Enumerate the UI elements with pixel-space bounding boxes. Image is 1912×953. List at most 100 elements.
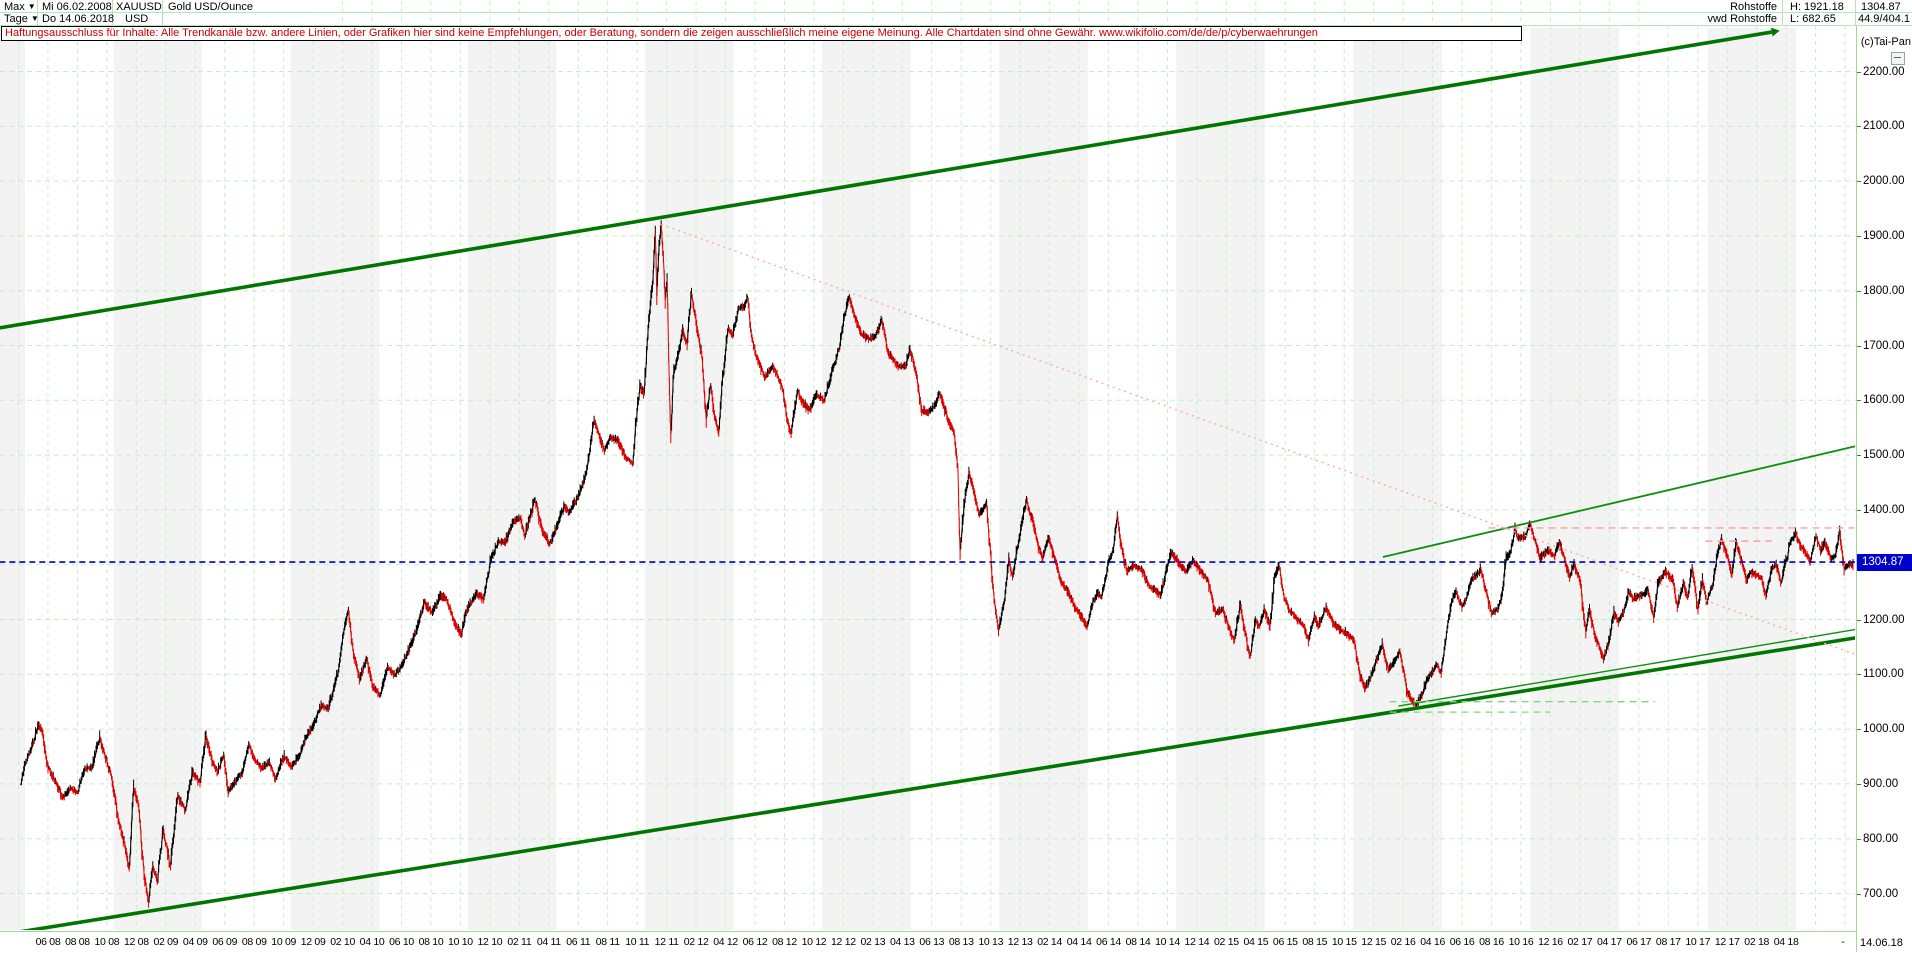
background-stripe <box>290 28 380 930</box>
price-tick-label: 1700.00 <box>1863 339 1905 352</box>
range-selector-dropdown[interactable]: Max ▼ <box>4 1 36 13</box>
price-tick-mark <box>1857 71 1861 73</box>
time-tick-label: 12 14 <box>1184 936 1210 948</box>
time-tick-label: 10 12 <box>801 936 827 948</box>
time-tick-label: 04 09 <box>182 936 208 948</box>
time-tick-label: 04 18 <box>1773 936 1799 948</box>
header-cell-border <box>162 0 163 25</box>
time-tick-label: 12 11 <box>654 936 679 948</box>
axis-end-date: 14.06.18 <box>1860 937 1903 949</box>
time-tick-label: 04 14 <box>1066 936 1092 948</box>
price-tick-mark <box>1857 126 1861 128</box>
price-tick-label: 1600.00 <box>1863 394 1905 407</box>
price-tick-label: 2100.00 <box>1863 120 1905 133</box>
time-tick-label: 02 12 <box>683 936 709 948</box>
time-tick-label: 02 16 <box>1390 936 1416 948</box>
time-tick-label: 10 14 <box>1155 936 1180 948</box>
time-tick-label: 12 13 <box>1007 936 1033 948</box>
price-tick-label: 2200.00 <box>1863 65 1905 78</box>
price-tick-mark <box>1857 783 1861 785</box>
time-tick-label: 04 16 <box>1420 936 1445 948</box>
symbol-label: XAUUSD <box>116 1 162 13</box>
source-label: vwd Rohstoffe <box>1707 13 1777 25</box>
price-tick-mark <box>1857 181 1861 183</box>
price-tick-mark <box>1857 345 1861 347</box>
price-tick-mark <box>1857 729 1861 731</box>
time-tick-label: 06 11 <box>566 936 591 948</box>
support-fan-thin-line[interactable] <box>1398 620 1912 707</box>
time-tick-label: 08 14 <box>1125 936 1151 948</box>
period-selector-dropdown[interactable]: Tage ▼ <box>4 13 39 25</box>
time-tick-label: 02 17 <box>1567 936 1593 948</box>
price-tick-mark <box>1857 619 1861 621</box>
background-stripe <box>1353 28 1442 930</box>
time-tick-label: 04 13 <box>889 936 915 948</box>
time-tick-label: 06 09 <box>212 936 238 948</box>
background-stripe <box>999 28 1088 930</box>
instrument-name: Gold USD/Ounce <box>168 1 253 13</box>
time-tick-label: 02 10 <box>330 936 355 948</box>
time-axis-panel: 06 08 08 08 10 08 12 08 02 09 04 09 06 09 08 09… <box>0 931 1856 953</box>
time-tick-label: 12 17 <box>1714 936 1740 948</box>
time-tick-label: 04 10 <box>359 936 385 948</box>
rising-support-line[interactable] <box>1382 445 1857 558</box>
decline-from-2011-peak-line[interactable] <box>660 223 1855 655</box>
time-tick-label: 12 16 <box>1538 936 1563 948</box>
low-value: L: 682.65 <box>1790 13 1836 25</box>
time-tick-label: 04 11 <box>536 936 561 948</box>
lower-channel-line[interactable] <box>0 629 1912 935</box>
group-label: Rohstoffe <box>1730 1 1777 13</box>
time-tick-label: 12 12 <box>831 936 856 948</box>
time-tick-label: 08 10 <box>418 936 444 948</box>
time-tick-label: 12 10 <box>477 936 503 948</box>
background-stripe <box>113 28 203 930</box>
time-tick-label: 08 09 <box>241 936 267 948</box>
price-tick-label: 1400.00 <box>1863 503 1905 516</box>
time-tick-label: 06 17 <box>1626 936 1652 948</box>
time-tick-label: 08 11 <box>595 936 620 948</box>
time-tick-label: 06 14 <box>1096 936 1121 948</box>
price-tick-mark <box>1857 235 1861 237</box>
price-tick-label: 800.00 <box>1863 832 1899 845</box>
price-tick-label: 1500.00 <box>1863 449 1905 462</box>
time-tick-label: 10 16 <box>1508 936 1534 948</box>
chart-header: Max ▼ Tage ▼ Mi 06.02.2008 Do 14.06.2018 X… <box>0 0 1912 26</box>
price-tick-label: 900.00 <box>1863 777 1899 790</box>
disclaimer-bar: Haftungsausschluss für Inhalte: Alle Tre… <box>1 26 1522 41</box>
time-tick-label: 10 11 <box>625 936 650 948</box>
minimize-chart-icon[interactable] <box>1891 52 1905 65</box>
price-tick-mark <box>1857 455 1861 457</box>
price-axis-panel: (c)Tai-Pan 2200.00 2100.00 2000.00 1900.00 1… <box>1856 25 1912 952</box>
date-to: Do 14.06.2018 <box>42 13 115 25</box>
time-tick-label: 02 11 <box>507 936 532 948</box>
price-tick-mark <box>1857 674 1861 676</box>
price-tick-label: 1900.00 <box>1863 229 1905 242</box>
date-from: Mi 06.02.2008 <box>42 1 112 13</box>
time-tick-label: 08 17 <box>1655 936 1681 948</box>
time-tick-label: 10 15 <box>1331 936 1357 948</box>
price-tick-mark <box>1857 290 1861 292</box>
currency-label: USD <box>125 13 149 25</box>
background-stripe <box>0 28 25 930</box>
time-tick-label: 10 13 <box>978 936 1004 948</box>
time-tick-label: 10 08 <box>94 936 120 948</box>
price-tick-label: 1200.00 <box>1863 613 1905 626</box>
stat-value: 44.9/404.1 <box>1858 13 1910 25</box>
time-tick-label: 12 09 <box>300 936 326 948</box>
copyright-label: (c)Tai-Pan <box>1860 36 1911 48</box>
time-tick-label: 12 08 <box>123 936 149 948</box>
upper-channel-line[interactable] <box>0 30 1773 330</box>
background-stripe <box>467 28 557 930</box>
time-tick-label: 06 10 <box>389 936 414 948</box>
period-selector-label: Tage <box>4 13 28 25</box>
chevron-down-icon: ▼ <box>30 14 39 23</box>
chevron-down-icon: ▼ <box>27 2 36 11</box>
header-cell-border <box>1855 0 1856 25</box>
axis-separator-dash: - <box>1841 936 1845 948</box>
price-tick-label: 1000.00 <box>1863 723 1905 736</box>
header-cell-border <box>1782 0 1783 25</box>
background-stripe <box>1176 28 1265 930</box>
last-price-badge: 1304.87 <box>1857 553 1912 571</box>
price-tick-mark <box>1857 509 1861 511</box>
